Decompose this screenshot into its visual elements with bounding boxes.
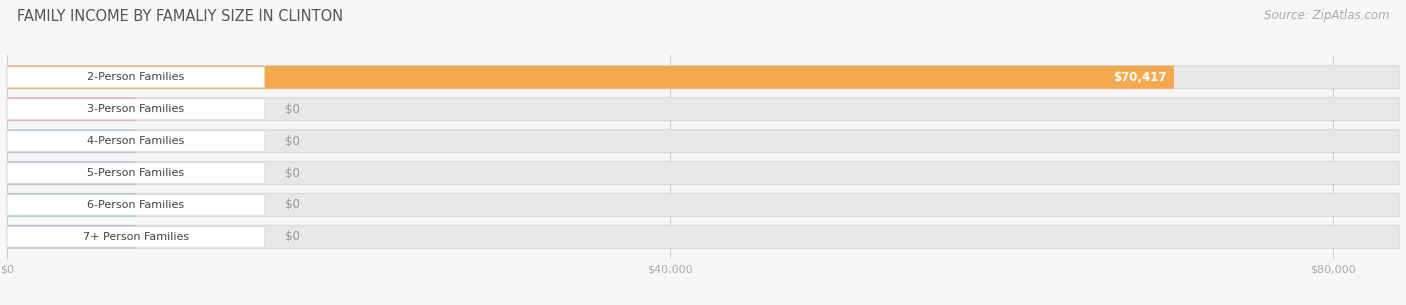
FancyBboxPatch shape	[7, 162, 1399, 185]
FancyBboxPatch shape	[7, 130, 1399, 152]
FancyBboxPatch shape	[7, 225, 136, 248]
FancyBboxPatch shape	[7, 131, 264, 151]
Text: Source: ZipAtlas.com: Source: ZipAtlas.com	[1264, 9, 1389, 22]
Text: 5-Person Families: 5-Person Families	[87, 168, 184, 178]
Text: $0: $0	[285, 167, 301, 180]
FancyBboxPatch shape	[7, 193, 1399, 217]
Text: 3-Person Families: 3-Person Families	[87, 104, 184, 114]
Text: $0: $0	[285, 103, 301, 116]
FancyBboxPatch shape	[7, 66, 1399, 89]
FancyBboxPatch shape	[7, 98, 1399, 121]
FancyBboxPatch shape	[7, 130, 136, 152]
Text: 6-Person Families: 6-Person Families	[87, 200, 184, 210]
FancyBboxPatch shape	[7, 67, 264, 88]
FancyBboxPatch shape	[7, 225, 1399, 248]
FancyBboxPatch shape	[7, 162, 136, 185]
Text: 7+ Person Families: 7+ Person Families	[83, 232, 188, 242]
Text: $0: $0	[285, 199, 301, 211]
Text: 4-Person Families: 4-Person Families	[87, 136, 184, 146]
Text: 2-Person Families: 2-Person Families	[87, 72, 184, 82]
FancyBboxPatch shape	[7, 193, 136, 217]
FancyBboxPatch shape	[7, 163, 264, 183]
FancyBboxPatch shape	[7, 66, 1174, 89]
Text: $0: $0	[285, 135, 301, 148]
Text: $70,417: $70,417	[1114, 71, 1167, 84]
FancyBboxPatch shape	[7, 195, 264, 215]
FancyBboxPatch shape	[7, 98, 136, 121]
Text: FAMILY INCOME BY FAMALIY SIZE IN CLINTON: FAMILY INCOME BY FAMALIY SIZE IN CLINTON	[17, 9, 343, 24]
Text: $0: $0	[285, 230, 301, 243]
FancyBboxPatch shape	[7, 227, 264, 247]
FancyBboxPatch shape	[7, 99, 264, 119]
